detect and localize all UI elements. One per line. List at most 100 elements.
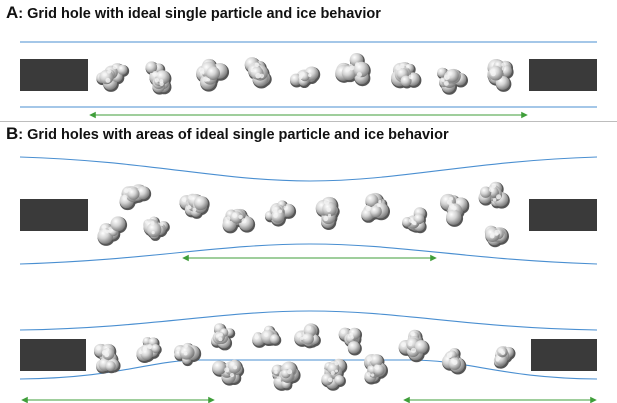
particle-highlight	[323, 216, 329, 222]
particle-highlight	[298, 73, 304, 78]
protein-particle-icon	[398, 329, 430, 363]
grid-bar-icon	[529, 59, 597, 91]
protein-particle-icon	[252, 325, 282, 348]
particles	[93, 53, 516, 391]
particle-highlight	[271, 207, 278, 213]
panel-a-title: A: Grid hole with ideal single particle …	[6, 3, 381, 23]
particle-highlight	[106, 347, 110, 352]
particle-highlight	[307, 73, 312, 78]
particle-lobe	[110, 216, 126, 232]
particle-highlight	[150, 221, 155, 226]
particle-highlight	[274, 370, 278, 374]
particle-highlight	[229, 373, 235, 378]
particle-highlight	[123, 188, 129, 194]
particle-highlight	[356, 72, 362, 78]
particle-highlight	[254, 334, 259, 340]
particle-highlight	[238, 214, 243, 219]
particle-highlight	[250, 68, 255, 73]
particle-highlight	[410, 347, 417, 353]
particle-lobe	[369, 205, 382, 218]
particle-lobe	[365, 193, 379, 207]
particle-highlight	[452, 359, 458, 365]
particle-highlight	[395, 65, 401, 71]
particle-lobe	[400, 75, 412, 87]
particle-lobe	[105, 360, 116, 372]
particle-highlight	[160, 222, 164, 226]
particle-highlight	[376, 203, 381, 208]
protein-particle-icon	[244, 57, 272, 89]
particle-highlight	[492, 198, 497, 202]
particle-highlight	[334, 360, 340, 366]
protein-particle-icon	[97, 216, 128, 246]
particle-highlight	[446, 199, 452, 205]
particle-lobe	[193, 195, 208, 211]
particle-highlight	[449, 196, 454, 201]
particle-highlight	[188, 195, 193, 200]
particle-highlight	[181, 350, 185, 354]
particle-lobe	[136, 186, 150, 200]
particle-highlight	[491, 183, 496, 189]
protein-particle-icon	[119, 184, 152, 211]
particle-lobe	[413, 213, 425, 225]
particle-lobe	[271, 209, 285, 223]
protein-particle-icon	[437, 67, 468, 95]
particle-highlight	[302, 334, 308, 340]
particle-highlight	[104, 352, 110, 358]
panel-a-title-text: Grid hole with ideal single particle and…	[27, 6, 381, 22]
particle-lobe	[145, 61, 158, 74]
particle-highlight	[215, 324, 220, 329]
particle-highlight	[366, 372, 371, 377]
ice-surface-line	[19, 359, 598, 380]
particle-highlight	[255, 72, 261, 79]
particle-highlight	[186, 205, 192, 210]
particle-highlight	[443, 81, 449, 86]
particle-highlight	[152, 71, 158, 77]
grid-bar-icon	[529, 199, 597, 231]
particle-highlight	[440, 78, 445, 82]
protein-particle-icon	[143, 216, 170, 241]
grid-bar-icon	[20, 199, 88, 231]
particle-highlight	[176, 346, 181, 352]
protein-particle-icon	[179, 193, 210, 219]
particle-highlight	[374, 364, 380, 370]
particle-lobe	[321, 373, 334, 386]
particle-highlight	[489, 69, 495, 75]
particle-highlight	[378, 200, 382, 204]
panel-a-separator: :	[18, 6, 24, 22]
protein-particle-icon	[361, 192, 391, 223]
particle-highlight	[300, 336, 304, 340]
particle-highlight	[501, 62, 506, 67]
protein-particle-icon	[390, 62, 422, 89]
particle-highlight	[287, 369, 293, 375]
protein-particle-icon	[493, 346, 516, 369]
particle-highlight	[444, 74, 450, 80]
protein-particle-icon	[478, 181, 510, 209]
particle-highlight	[184, 344, 188, 348]
protein-particle-icon	[338, 327, 363, 356]
protein-particle-icon	[145, 61, 172, 95]
particle-lobe	[146, 222, 162, 238]
particle-highlight	[335, 369, 339, 373]
particle-highlight	[181, 197, 187, 202]
protein-particle-icon	[96, 63, 130, 92]
protein-particle-icon	[212, 359, 245, 386]
protein-particle-icon	[315, 196, 340, 230]
protein-particle-icon	[174, 342, 202, 367]
particle-highlight	[142, 347, 147, 352]
protein-particle-icon	[289, 66, 321, 89]
particle-highlight	[200, 70, 205, 75]
particle-lobe	[117, 64, 128, 75]
particle-highlight	[276, 376, 282, 382]
particle-highlight	[494, 229, 500, 236]
particle-highlight	[138, 350, 143, 355]
particle-highlight	[495, 358, 500, 362]
protein-particle-icon	[211, 323, 236, 351]
particle-highlight	[151, 231, 155, 235]
panel-divider	[0, 121, 617, 122]
particle-highlight	[501, 66, 507, 71]
particle-highlight	[408, 218, 414, 223]
particle-lobe	[369, 354, 383, 367]
particle-highlight	[107, 69, 112, 74]
particle-highlight	[446, 352, 452, 359]
